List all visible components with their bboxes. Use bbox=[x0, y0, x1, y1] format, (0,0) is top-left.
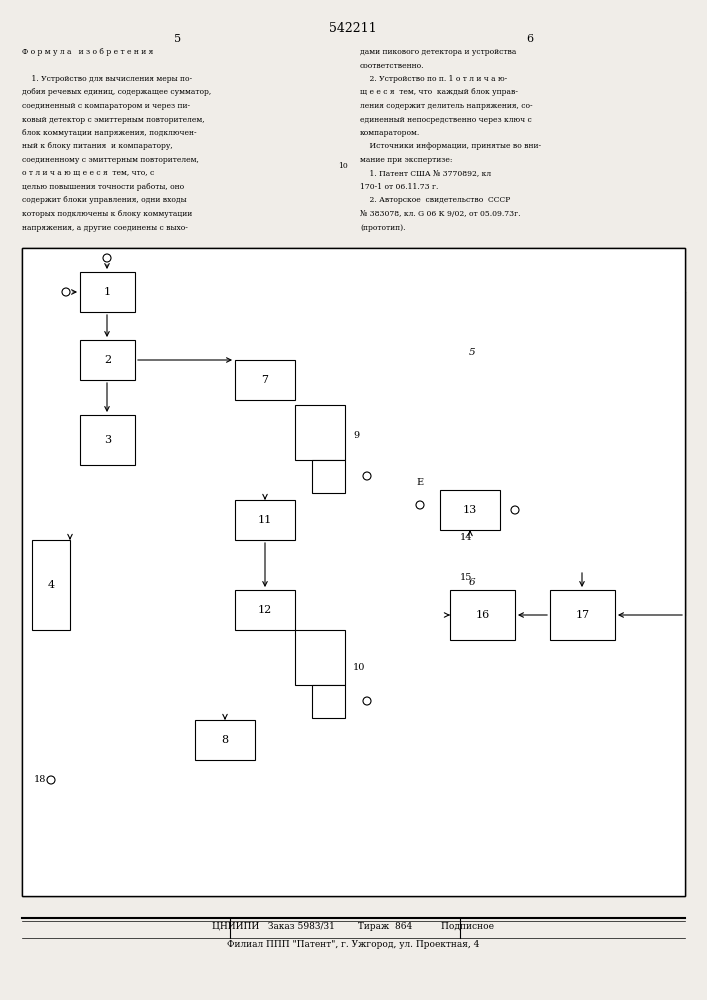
Text: целью повышения точности работы, оно: целью повышения точности работы, оно bbox=[22, 183, 184, 191]
Bar bbox=[235, 500, 295, 540]
Text: 170-1 от 06.11.73 г.: 170-1 от 06.11.73 г. bbox=[360, 183, 438, 191]
Bar bbox=[32, 540, 70, 630]
Text: 1. Патент США № 3770892, кл: 1. Патент США № 3770892, кл bbox=[360, 169, 491, 178]
Bar bbox=[312, 685, 345, 718]
Text: Ф о р м у л а   и з о б р е т е н и я: Ф о р м у л а и з о б р е т е н и я bbox=[22, 48, 153, 56]
Bar bbox=[80, 340, 135, 380]
Bar bbox=[195, 720, 255, 760]
Text: Филиал ППП "Патент", г. Ужгород, ул. Проектная, 4: Филиал ППП "Патент", г. Ужгород, ул. Про… bbox=[227, 940, 479, 949]
Text: мание при экспертизе:: мание при экспертизе: bbox=[360, 156, 452, 164]
Text: 2: 2 bbox=[104, 355, 111, 365]
Text: 2. Авторское  свидетельство  СССР: 2. Авторское свидетельство СССР bbox=[360, 196, 510, 205]
Text: компаратором.: компаратором. bbox=[360, 129, 420, 137]
Text: добия речевых единиц, содержащее сумматор,: добия речевых единиц, содержащее суммато… bbox=[22, 89, 211, 97]
Text: 14: 14 bbox=[460, 532, 472, 542]
Text: 10: 10 bbox=[338, 161, 348, 169]
Text: блок коммутации напряжения, подключен-: блок коммутации напряжения, подключен- bbox=[22, 129, 197, 137]
Text: 13: 13 bbox=[463, 505, 477, 515]
Text: напряжения, а другие соединены с выхо-: напряжения, а другие соединены с выхо- bbox=[22, 224, 188, 232]
Text: дами пикового детектора и устройства: дами пикового детектора и устройства bbox=[360, 48, 516, 56]
Text: 4: 4 bbox=[47, 580, 54, 590]
Text: E: E bbox=[416, 478, 423, 487]
Text: (прототип).: (прототип). bbox=[360, 224, 406, 232]
Bar bbox=[80, 415, 135, 465]
Text: 9: 9 bbox=[353, 430, 359, 440]
Text: 7: 7 bbox=[262, 375, 269, 385]
Text: 2. Устройство по п. 1 о т л и ч а ю-: 2. Устройство по п. 1 о т л и ч а ю- bbox=[360, 75, 507, 83]
Text: 542211: 542211 bbox=[329, 22, 377, 35]
Text: соединенный с компаратором и через пи-: соединенный с компаратором и через пи- bbox=[22, 102, 190, 110]
Text: соответственно.: соответственно. bbox=[360, 62, 424, 70]
Bar bbox=[80, 272, 135, 312]
Text: 18: 18 bbox=[34, 776, 46, 784]
Text: о т л и ч а ю щ е е с я  тем, что, с: о т л и ч а ю щ е е с я тем, что, с bbox=[22, 169, 154, 178]
Bar bbox=[22, 248, 685, 896]
Text: которых подключены к блоку коммутации: которых подключены к блоку коммутации bbox=[22, 210, 192, 218]
Bar bbox=[440, 490, 500, 530]
Bar bbox=[235, 360, 295, 400]
Text: 3: 3 bbox=[104, 435, 111, 445]
Bar bbox=[550, 590, 615, 640]
Text: 5: 5 bbox=[468, 348, 475, 357]
Text: 11: 11 bbox=[258, 515, 272, 525]
Text: 10: 10 bbox=[353, 664, 366, 672]
Bar bbox=[210, 340, 480, 550]
Text: 6: 6 bbox=[468, 578, 475, 587]
Text: 12: 12 bbox=[258, 605, 272, 615]
Text: № 383078, кл. G 06 К 9/02, от 05.09.73г.: № 383078, кл. G 06 К 9/02, от 05.09.73г. bbox=[360, 210, 520, 218]
Bar bbox=[450, 590, 515, 640]
Text: содержит блоки управления, одни входы: содержит блоки управления, одни входы bbox=[22, 196, 187, 205]
Text: соединенному с эмиттерным повторителем,: соединенному с эмиттерным повторителем, bbox=[22, 156, 199, 164]
Text: 8: 8 bbox=[221, 735, 228, 745]
Text: 15: 15 bbox=[460, 573, 472, 582]
Text: 1: 1 bbox=[104, 287, 111, 297]
Text: ковый детектор с эмиттерным повторителем,: ковый детектор с эмиттерным повторителем… bbox=[22, 115, 204, 123]
Bar bbox=[22, 248, 685, 896]
Bar bbox=[295, 405, 345, 460]
Bar bbox=[312, 460, 345, 493]
Text: Источники информации, принятые во вни-: Источники информации, принятые во вни- bbox=[360, 142, 541, 150]
Text: единенный непосредственно через ключ с: единенный непосредственно через ключ с bbox=[360, 115, 532, 123]
Text: 6: 6 bbox=[527, 34, 534, 44]
Text: ления содержит делитель напряжения, со-: ления содержит делитель напряжения, со- bbox=[360, 102, 532, 110]
Text: 17: 17 bbox=[575, 610, 590, 620]
Text: ЦНИИПИ   Заказ 5983/31        Тираж  864          Подписное: ЦНИИПИ Заказ 5983/31 Тираж 864 Подписное bbox=[212, 922, 494, 931]
Bar bbox=[295, 630, 345, 685]
Text: 16: 16 bbox=[475, 610, 490, 620]
Text: 5: 5 bbox=[175, 34, 182, 44]
Text: щ е е с я  тем, что  каждый блок управ-: щ е е с я тем, что каждый блок управ- bbox=[360, 89, 518, 97]
Bar bbox=[210, 570, 480, 780]
Text: ный к блоку питания  и компаратору,: ный к блоку питания и компаратору, bbox=[22, 142, 173, 150]
Bar bbox=[235, 590, 295, 630]
Text: 1. Устройство для вычисления меры по-: 1. Устройство для вычисления меры по- bbox=[22, 75, 192, 83]
